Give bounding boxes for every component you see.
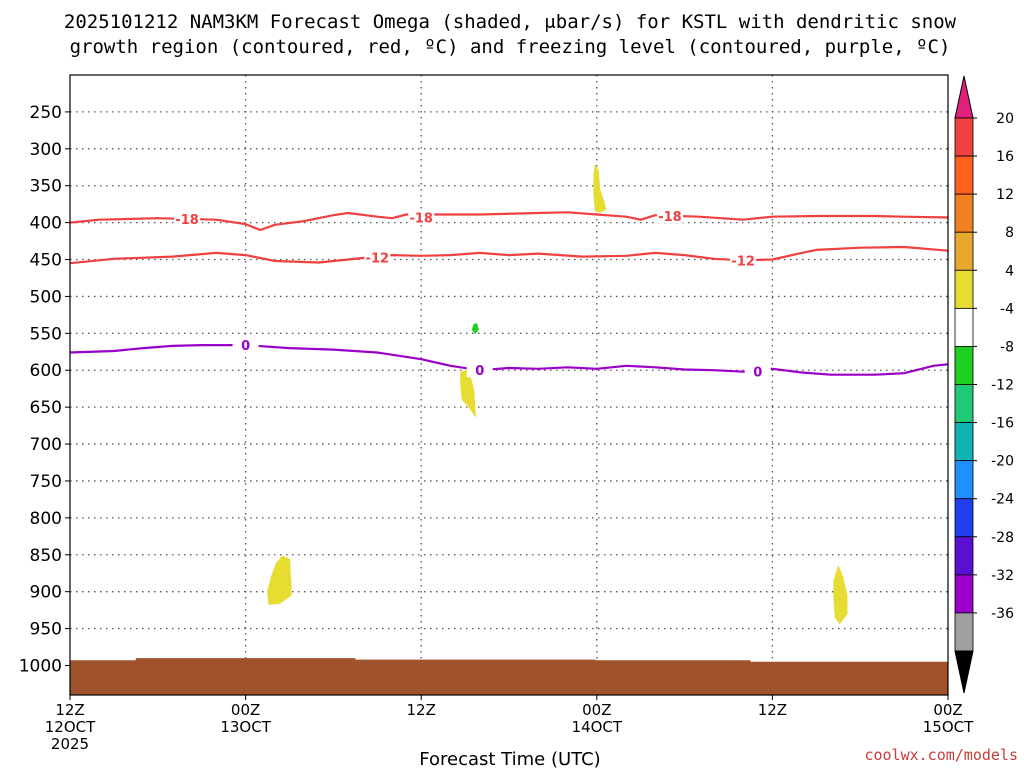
contour-label-bg-freezing bbox=[232, 337, 259, 353]
ytick-label-400: 400 bbox=[30, 214, 62, 234]
contour-label-minus18: -18 bbox=[658, 210, 682, 225]
contour-label-freezing: 0 bbox=[753, 366, 762, 381]
colorbar-label-11: -28 bbox=[991, 530, 1014, 546]
colorbar-label-5: -4 bbox=[1000, 301, 1014, 317]
ytick-label-750: 750 bbox=[30, 472, 62, 492]
contour-label-freezing: 0 bbox=[241, 339, 250, 354]
ytick-label-650: 650 bbox=[30, 398, 62, 418]
colorbar-swatch-10 bbox=[954, 498, 974, 538]
colorbar-label-0: 20 bbox=[996, 111, 1014, 127]
chart-title: 2025101212 NAM3KM Forecast Omega (shaded… bbox=[64, 11, 957, 58]
contour-label-minus18: -18 bbox=[409, 211, 433, 226]
colorbar-top-arrow bbox=[954, 75, 974, 119]
colorbar-swatch-8 bbox=[954, 422, 974, 462]
colorbar-label-9: -20 bbox=[991, 454, 1014, 470]
ytick-label-300: 300 bbox=[30, 140, 62, 160]
xtick-label-0-l3: 2025 bbox=[51, 735, 89, 753]
colorbar-swatch-1 bbox=[954, 155, 974, 195]
colorbar-label-13: -36 bbox=[991, 606, 1014, 622]
contour-minus12 bbox=[69, 245, 949, 265]
contour-label-minus12: -12 bbox=[731, 254, 755, 269]
colorbar-label-7: -12 bbox=[991, 378, 1014, 394]
colorbar-label-1: 16 bbox=[996, 149, 1014, 165]
ytick-label-350: 350 bbox=[30, 177, 62, 197]
omega-plus4-low-left bbox=[267, 555, 292, 605]
omega-plus4-low-right bbox=[833, 565, 848, 625]
xtick-label-36-l1: 00Z bbox=[582, 701, 611, 719]
colorbar-bottom-arrow bbox=[954, 650, 974, 694]
contour-label-minus18: -18 bbox=[175, 213, 199, 228]
xtick-label-12-l2: 13OCT bbox=[220, 718, 271, 736]
ytick-label-1000: 1000 bbox=[19, 656, 62, 676]
colorbar-label-3: 8 bbox=[1005, 225, 1014, 241]
chart-title-line1: 2025101212 NAM3KM Forecast Omega (shaded… bbox=[64, 11, 957, 33]
contour-label-freezing: 0 bbox=[475, 364, 484, 379]
ytick-label-600: 600 bbox=[30, 361, 62, 381]
colorbar-label-12: -32 bbox=[991, 568, 1014, 584]
ytick-label-900: 900 bbox=[30, 583, 62, 603]
ytick-label-500: 500 bbox=[30, 287, 62, 307]
colorbar-swatch-3 bbox=[954, 231, 974, 271]
contour-label-bg-minus18 bbox=[408, 209, 435, 225]
contour-label-bg-minus18 bbox=[656, 207, 683, 223]
credit-text: coolwx.com/models bbox=[864, 746, 1018, 764]
grid-lines bbox=[70, 75, 948, 695]
xtick-label-48-l1: 12Z bbox=[758, 701, 787, 719]
xtick-label-36-l2: 14OCT bbox=[572, 718, 623, 736]
contour-label-bg-minus12 bbox=[730, 252, 757, 268]
plot-frame bbox=[69, 74, 949, 696]
ytick-label-700: 700 bbox=[30, 435, 62, 455]
contour-minus18 bbox=[69, 211, 949, 232]
ytick-label-850: 850 bbox=[30, 546, 62, 566]
contour-label-bg-minus12 bbox=[364, 249, 391, 265]
ground-layer bbox=[70, 658, 948, 695]
colorbar-swatch-7 bbox=[954, 384, 974, 423]
colorbar-swatch-4 bbox=[954, 269, 974, 309]
xtick-label-0-l2: 12OCT bbox=[45, 718, 96, 736]
colorbar-swatch-5 bbox=[954, 307, 974, 347]
colorbar-swatch-9 bbox=[954, 460, 974, 500]
contour-label-bg-freezing bbox=[744, 363, 771, 379]
contour-label-bg-minus18 bbox=[174, 210, 201, 226]
xtick-label-60-l1: 00Z bbox=[933, 701, 962, 719]
xtick-label-24-l1: 12Z bbox=[407, 701, 436, 719]
colorbar-swatch-11 bbox=[954, 536, 974, 576]
plot-border bbox=[69, 74, 949, 696]
colorbar-swatch-12 bbox=[954, 574, 974, 614]
contour-label-bg-freezing bbox=[466, 362, 493, 378]
ytick-label-250: 250 bbox=[30, 103, 62, 123]
colorbar-swatch-0 bbox=[954, 117, 974, 157]
contour-freezing bbox=[69, 344, 949, 376]
colorbar-label-2: 12 bbox=[996, 187, 1014, 203]
colorbar-swatch-6 bbox=[954, 346, 974, 385]
colorbar: 20 16 12 8 4 -4 -8 -12 -16 -20 -24 -28 -32 -36 bbox=[954, 75, 1014, 694]
contour-label-minus12: -12 bbox=[366, 251, 390, 266]
ytick-label-800: 800 bbox=[30, 509, 62, 529]
colorbar-label-8: -16 bbox=[991, 416, 1014, 432]
colorbar-label-10: -24 bbox=[991, 492, 1014, 508]
xtick-label-0-l1: 12Z bbox=[55, 701, 84, 719]
ytick-label-950: 950 bbox=[30, 620, 62, 640]
omega-plus4-mid bbox=[460, 369, 476, 418]
ytick-label-550: 550 bbox=[30, 324, 62, 344]
x-axis-label: Forecast Time (UTC) bbox=[419, 749, 600, 768]
ground-surface bbox=[70, 658, 948, 695]
omega-shaded-regions bbox=[267, 163, 848, 625]
colorbar-swatch-2 bbox=[954, 193, 974, 233]
omega-minus4-mid bbox=[471, 323, 479, 335]
colorbar-label-4: 4 bbox=[1005, 263, 1014, 279]
chart-title-line2: growth region (contoured, red, ºC) and f… bbox=[70, 36, 951, 58]
xtick-label-60-l2: 15OCT bbox=[923, 718, 974, 736]
ytick-label-450: 450 bbox=[30, 251, 62, 271]
omega-plus4-upper bbox=[593, 163, 607, 213]
y-axis-ticks: 250 300 350 400 450 500 550 600 650 700 750 800 850 9… bbox=[19, 103, 70, 676]
contour-lines: -18 -18 -18 -12 -12 0 0 0 bbox=[69, 207, 949, 381]
xtick-label-12-l1: 00Z bbox=[231, 701, 260, 719]
colorbar-label-6: -8 bbox=[1000, 339, 1014, 355]
colorbar-swatch-13 bbox=[954, 612, 974, 652]
